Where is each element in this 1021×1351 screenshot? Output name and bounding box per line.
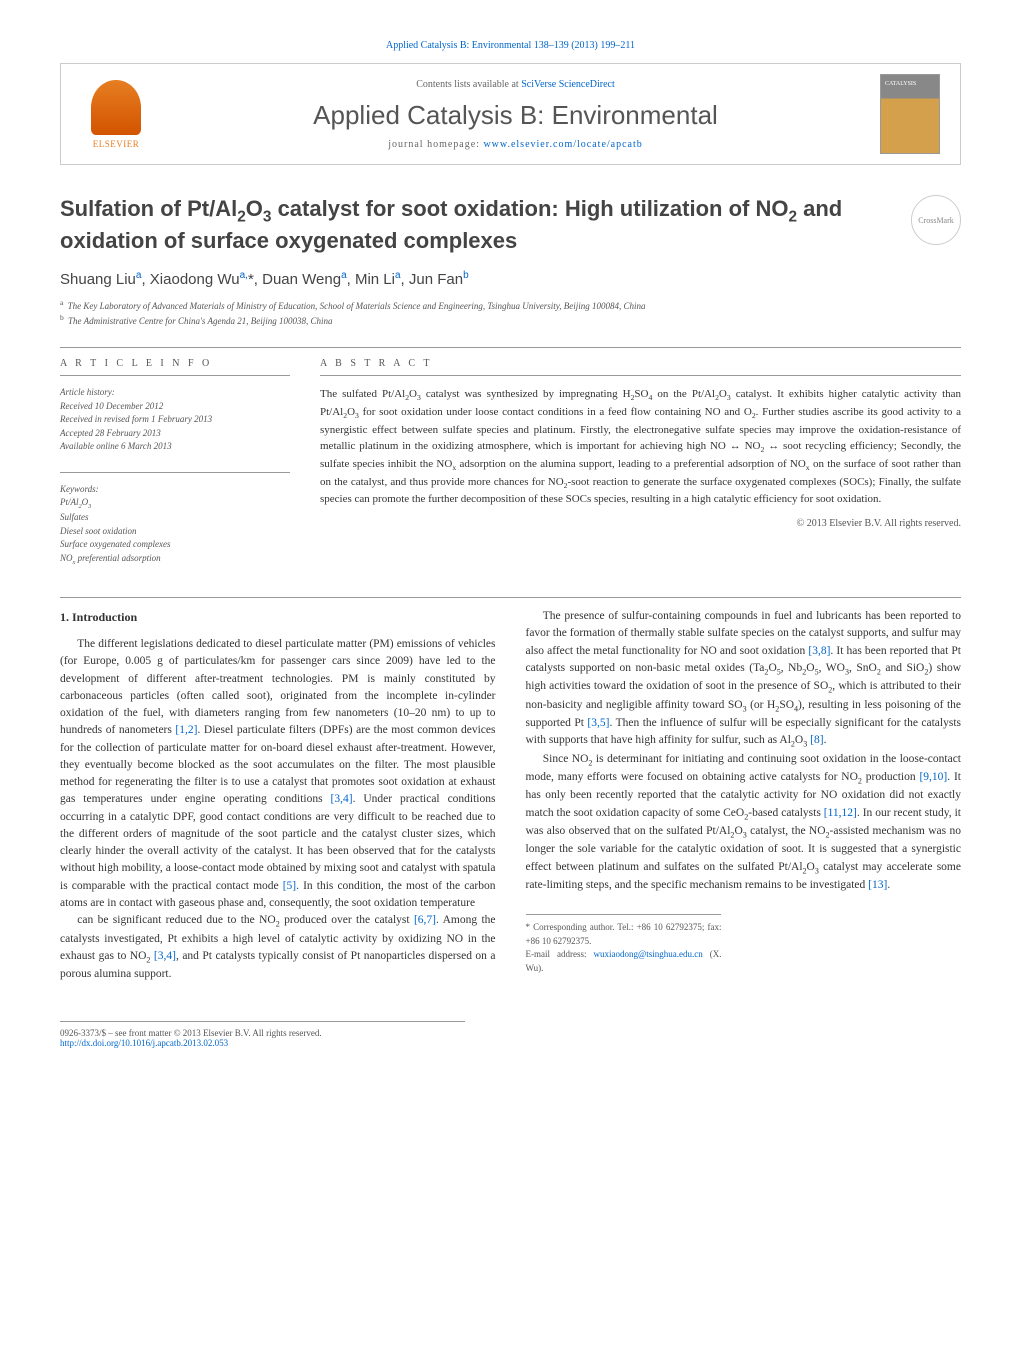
affiliations: a The Key Laboratory of Advanced Materia…: [60, 298, 961, 327]
footer-issn: 0926-3373/$ – see front matter © 2013 El…: [60, 1028, 465, 1038]
abstract-copyright: © 2013 Elsevier B.V. All rights reserved…: [320, 518, 961, 529]
page-footer: 0926-3373/$ – see front matter © 2013 El…: [60, 1013, 961, 1048]
masthead: ELSEVIER Contents lists available at Sci…: [60, 63, 961, 165]
history-line: Accepted 28 February 2013: [60, 427, 290, 441]
body-text: 1. Introduction The different legislatio…: [60, 608, 961, 983]
keywords: Keywords: Pt/Al2O3SulfatesDiesel soot ox…: [60, 483, 290, 567]
elsevier-label: ELSEVIER: [93, 139, 140, 149]
contents-prefix: Contents lists available at: [416, 79, 521, 90]
footer-doi-link[interactable]: http://dx.doi.org/10.1016/j.apcatb.2013.…: [60, 1038, 228, 1048]
divider: [60, 347, 961, 348]
abstract-column: a b s t r a c t The sulfated Pt/Al2O3 ca…: [320, 358, 961, 567]
homepage-line: journal homepage: www.elsevier.com/locat…: [151, 139, 880, 150]
body-paragraph: Since NO2 is determinant for initiating …: [526, 751, 962, 895]
keyword: Sulfates: [60, 511, 290, 525]
divider: [60, 472, 290, 473]
info-abstract-row: a r t i c l e i n f o Article history: R…: [60, 358, 961, 567]
history-label: Article history:: [60, 386, 290, 400]
homepage-prefix: journal homepage:: [388, 139, 483, 150]
contents-available-line: Contents lists available at SciVerse Sci…: [151, 79, 880, 90]
masthead-center: Contents lists available at SciVerse Sci…: [151, 79, 880, 150]
corr-author-tel: * Corresponding author. Tel.: +86 10 627…: [526, 921, 722, 948]
journal-title: Applied Catalysis B: Environmental: [151, 100, 880, 131]
elsevier-tree-icon: [91, 80, 141, 135]
body-paragraph: can be significant reduced due to the NO…: [60, 912, 496, 983]
corr-email-link[interactable]: wuxiaodong@tsinghua.edu.cn: [593, 949, 702, 959]
article-title: Sulfation of Pt/Al2O3 catalyst for soot …: [60, 195, 961, 256]
abstract-heading: a b s t r a c t: [320, 358, 961, 376]
author-list: Shuang Liua, Xiaodong Wua,*, Duan Wenga,…: [60, 270, 961, 288]
article-info-column: a r t i c l e i n f o Article history: R…: [60, 358, 290, 567]
keyword: Surface oxygenated complexes: [60, 538, 290, 552]
history-line: Available online 6 March 2013: [60, 440, 290, 454]
history-line: Received 10 December 2012: [60, 400, 290, 414]
body-paragraph: The different legislations dedicated to …: [60, 636, 496, 912]
elsevier-logo: ELSEVIER: [81, 74, 151, 154]
journal-cover-thumbnail: [880, 74, 940, 154]
keywords-label: Keywords:: [60, 483, 290, 497]
crossmark-icon[interactable]: [911, 195, 961, 245]
affiliation-line: b The Administrative Centre for China's …: [60, 313, 961, 328]
corresponding-author-note: * Corresponding author. Tel.: +86 10 627…: [526, 914, 722, 975]
divider: [60, 597, 961, 598]
corr-email-label: E-mail address:: [526, 949, 594, 959]
body-paragraph: The presence of sulfur-containing compou…: [526, 608, 962, 750]
abstract-text: The sulfated Pt/Al2O3 catalyst was synth…: [320, 386, 961, 508]
section-1-heading: 1. Introduction: [60, 608, 496, 626]
sciencedirect-link[interactable]: SciVerse ScienceDirect: [521, 79, 615, 90]
article-history: Article history: Received 10 December 20…: [60, 386, 290, 454]
homepage-link[interactable]: www.elsevier.com/locate/apcatb: [483, 139, 642, 150]
keyword: NOx preferential adsorption: [60, 552, 290, 567]
keyword: Pt/Al2O3: [60, 496, 290, 511]
affiliation-line: a The Key Laboratory of Advanced Materia…: [60, 298, 961, 313]
history-line: Received in revised form 1 February 2013: [60, 413, 290, 427]
journal-reference: Applied Catalysis B: Environmental 138–1…: [60, 40, 961, 51]
keyword: Diesel soot oxidation: [60, 525, 290, 539]
footer-issn-doi: 0926-3373/$ – see front matter © 2013 El…: [60, 1021, 465, 1048]
article-info-heading: a r t i c l e i n f o: [60, 358, 290, 376]
